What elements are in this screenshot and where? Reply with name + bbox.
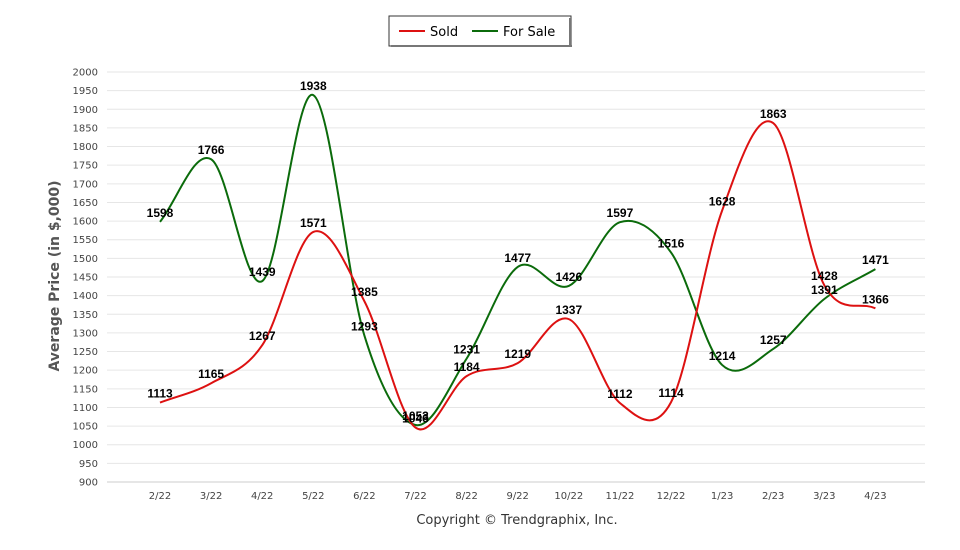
y-axis: 900 950 1000 1050 1100 1150 1200 1250 1300 1350 14…	[73, 68, 98, 489]
y-tick-label: 1100	[73, 403, 98, 414]
x-tick-label: 2/22	[149, 491, 171, 502]
data-label-for-sale: 1598	[147, 206, 174, 220]
data-label-for-sale: 1938	[300, 79, 327, 93]
data-label-for-sale: 1293	[351, 320, 378, 334]
data-label-sold: 1428	[811, 269, 838, 283]
x-tick-label: 5/22	[302, 491, 324, 502]
data-label-sold: 1112	[607, 387, 633, 401]
data-label-for-sale: 1231	[453, 343, 480, 357]
x-tick-label: 7/22	[404, 491, 426, 502]
data-label-sold: 1863	[760, 107, 787, 121]
data-label-for-sale: 1426	[555, 270, 582, 284]
y-tick-label: 1300	[73, 328, 98, 339]
data-label-for-sale: 1471	[862, 253, 889, 267]
series-line-sold	[159, 120, 876, 431]
x-tick-label: 6/22	[353, 491, 375, 502]
y-tick-label: 1900	[73, 105, 98, 116]
data-label-for-sale: 1516	[658, 236, 685, 250]
x-tick-label: 1/23	[711, 491, 733, 502]
y-tick-label: 1600	[73, 217, 98, 228]
y-tick-label: 1450	[73, 273, 98, 284]
y-tick-label: 1650	[73, 198, 98, 209]
y-tick-label: 1050	[73, 422, 98, 433]
y-tick-label: 900	[79, 478, 98, 489]
y-tick-label: 2000	[73, 68, 98, 79]
y-tick-label: 1400	[73, 291, 98, 302]
legend: Sold For Sale	[388, 15, 572, 47]
y-tick-label: 1800	[73, 142, 98, 153]
x-tick-label: 2/23	[762, 491, 784, 502]
data-label-for-sale: 1214	[709, 349, 736, 363]
x-axis: 2/22 3/22 4/22 5/22 6/22 7/22 8/22 9/22 10/22 11/…	[107, 481, 925, 502]
series-line-for-sale	[159, 94, 876, 426]
data-label-sold: 1184	[454, 360, 480, 374]
y-tick-label: 1250	[73, 347, 98, 358]
data-label-sold: 1337	[555, 303, 582, 317]
grid-lines	[107, 71, 925, 483]
data-label-sold: 1114	[658, 386, 684, 400]
data-label-for-sale: 1257	[760, 333, 787, 347]
data-label-sold: 1267	[249, 329, 276, 343]
y-tick-label: 1350	[73, 310, 98, 321]
x-tick-label: 10/22	[554, 491, 583, 502]
series-lines	[159, 94, 876, 431]
data-label-sold: 1366	[862, 292, 889, 306]
data-label-for-sale: 1439	[249, 265, 276, 279]
copyright-text: Copyright © Trendgraphix, Inc.	[416, 513, 617, 528]
data-labels: 1598 1766 1439 1938 1293 1053 1231 1477 1426 1597…	[147, 79, 889, 425]
x-tick-label: 12/22	[657, 491, 686, 502]
x-tick-label: 4/22	[251, 491, 273, 502]
data-label-sold: 1571	[300, 216, 327, 230]
legend-label-sold: Sold	[430, 25, 458, 40]
data-label-for-sale: 1766	[198, 143, 225, 157]
y-tick-label: 1850	[73, 123, 98, 134]
y-tick-label: 1000	[73, 440, 98, 451]
x-tick-label: 8/22	[455, 491, 477, 502]
data-label-for-sale: 1053	[402, 409, 429, 423]
data-label-for-sale: 1477	[504, 251, 531, 265]
y-tick-label: 1750	[73, 161, 98, 172]
y-tick-label: 1700	[73, 179, 98, 190]
x-tick-label: 9/22	[506, 491, 528, 502]
x-tick-label: 3/22	[200, 491, 222, 502]
x-tick-label: 11/22	[605, 491, 634, 502]
x-tick-label: 4/23	[864, 491, 886, 502]
legend-label-for-sale: For Sale	[503, 25, 555, 40]
y-axis-label: Average Price (in $,000)	[47, 180, 63, 371]
x-tick-label: 3/23	[813, 491, 835, 502]
data-label-sold: 1385	[351, 285, 378, 299]
y-tick-label: 1150	[73, 384, 98, 395]
data-label-sold: 1219	[504, 347, 531, 361]
data-label-sold: 1046	[402, 412, 429, 426]
data-label-for-sale: 1391	[811, 283, 838, 297]
data-label-sold: 1628	[709, 195, 736, 209]
y-tick-label: 950	[79, 459, 98, 470]
y-tick-label: 1950	[73, 86, 98, 97]
y-tick-label: 1550	[73, 235, 98, 246]
y-tick-label: 1200	[73, 366, 98, 377]
data-label-sold: 1113	[147, 387, 173, 401]
data-label-sold: 1165	[198, 367, 224, 381]
data-label-for-sale: 1597	[607, 206, 634, 220]
y-tick-label: 1500	[73, 254, 98, 265]
